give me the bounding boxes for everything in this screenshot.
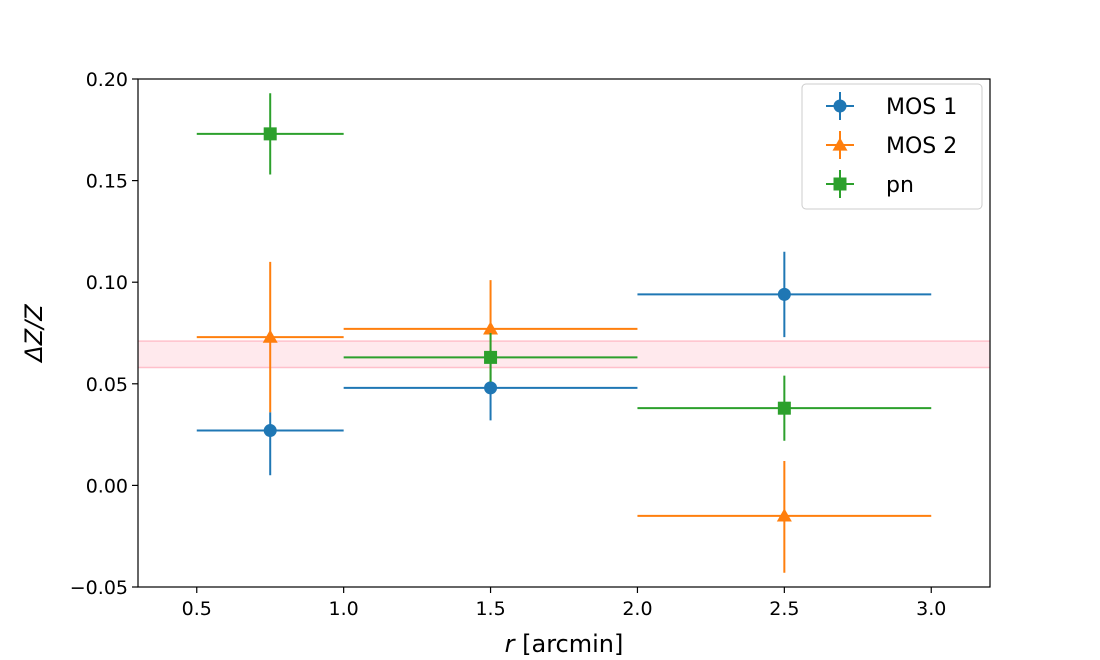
x-axis-label-unit: [arcmin] — [522, 630, 623, 658]
y-tick-label-2: 0.00 — [86, 475, 128, 497]
pn-point-1 — [263, 127, 277, 141]
legend-pn-label: pn — [886, 173, 914, 198]
y-tick-label-6: 0.20 — [86, 69, 128, 91]
pn-point-2 — [484, 350, 498, 364]
legend-mos-2-label: MOS 2 — [886, 134, 957, 159]
legend-frame — [801, 83, 983, 210]
mos-2-point-2 — [483, 321, 499, 335]
mos-2-point-3 — [776, 508, 792, 522]
plot-area: 0.5 1.0 1.5 2.0 2.5 3.0 −0.05 0.00 0.05 0.10 0.15 0… — [70, 69, 991, 620]
legend: MOS 1 MOS 2 pn — [801, 83, 983, 210]
y-axis-label: ΔZ/Z — [20, 304, 48, 364]
y-tick-label-5: 0.15 — [86, 171, 128, 193]
mos-1-point-1 — [263, 424, 277, 438]
mos-1-point-2 — [484, 381, 498, 395]
x-tick-label-3: 1.5 — [475, 598, 505, 620]
x-axis-label-var: r — [505, 630, 517, 658]
x-axis-label: r [arcmin] — [505, 630, 624, 658]
pn-point-3 — [777, 401, 791, 415]
legend-mos-2-marker — [832, 137, 848, 151]
legend-mos-1-label: MOS 1 — [886, 95, 957, 120]
y-tick-label-1: −0.05 — [70, 577, 128, 599]
x-tick-label-5: 2.5 — [769, 598, 799, 620]
legend-mos-1-marker — [833, 99, 847, 113]
axes-frame — [137, 78, 991, 588]
mos-1-point-3 — [777, 287, 791, 301]
reference-band-fill — [138, 341, 990, 368]
legend-pn-marker — [833, 177, 847, 191]
x-tick-label-1: 0.5 — [182, 598, 212, 620]
mos-2-point-1 — [262, 329, 278, 343]
y-tick-label-4: 0.10 — [86, 272, 128, 294]
x-tick-label-6: 3.0 — [916, 598, 946, 620]
x-tick-label-2: 1.0 — [329, 598, 359, 620]
x-tick-label-4: 2.0 — [622, 598, 652, 620]
y-tick-label-3: 0.05 — [86, 374, 128, 396]
